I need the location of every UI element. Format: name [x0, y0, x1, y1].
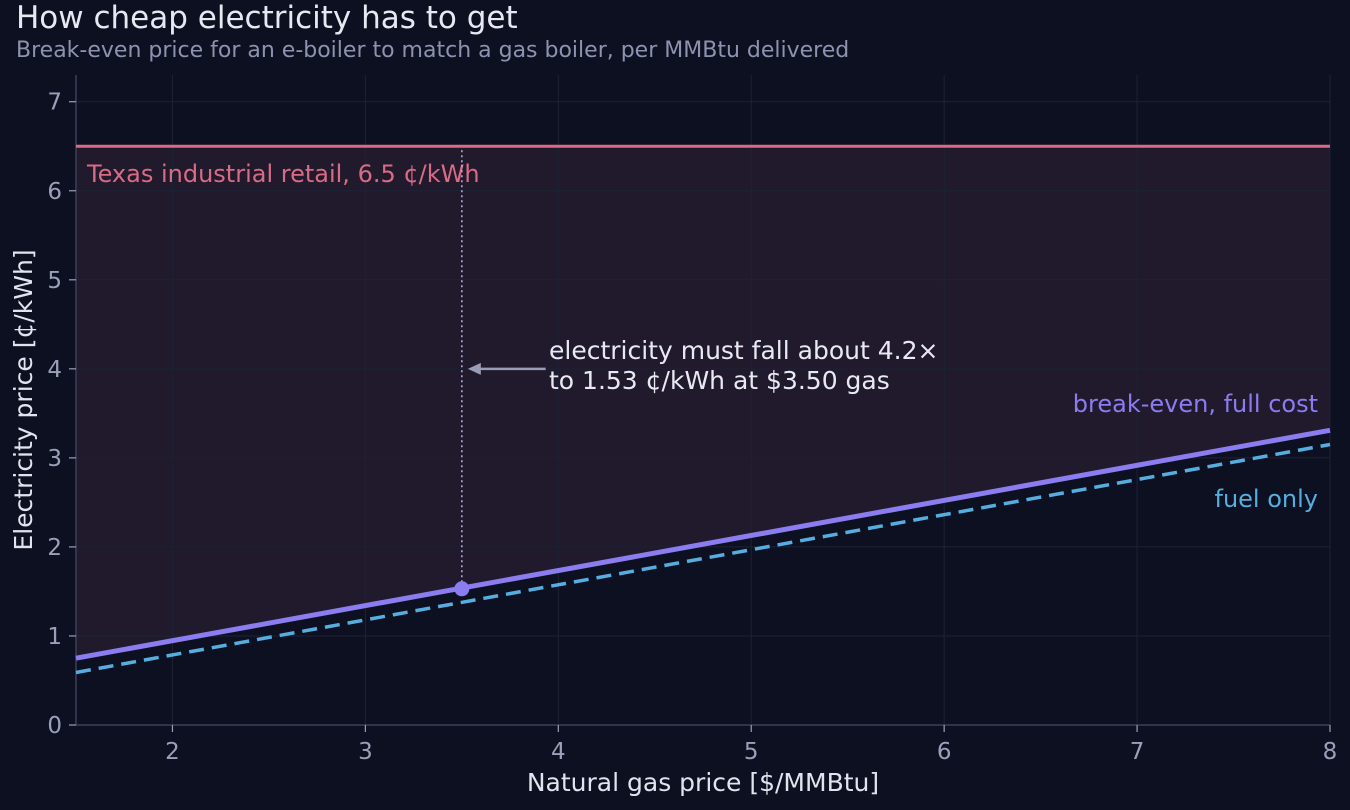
series-label-full-cost: break-even, full cost	[1073, 390, 1318, 418]
y-tick-label: 4	[47, 357, 62, 383]
series-line-fuel-only	[75, 442, 1331, 675]
x-tick-label: 7	[1130, 739, 1145, 765]
x-tick-label: 2	[165, 739, 180, 765]
y-tick-label: 7	[47, 90, 62, 116]
y-axis-label: Electricity price [¢/kWh]	[9, 249, 38, 550]
x-tick-label: 3	[358, 739, 373, 765]
y-tick-label: 2	[47, 535, 62, 561]
x-axis-label: Natural gas price [$/MMBtu]	[527, 768, 879, 797]
chart-title: How cheap electricity has to get	[16, 0, 518, 36]
annotation-text-line: to 1.53 ¢/kWh at $3.50 gas	[549, 366, 890, 395]
annotation-text-line: electricity must fall about 4.2×	[549, 336, 938, 365]
y-tick-label: 1	[47, 624, 62, 650]
x-tick-label: 8	[1323, 739, 1338, 765]
x-tick-label: 4	[551, 739, 566, 765]
plot-area: 0 1 2 3 4 5 6 7 2 3 4 5 6 7 8 Texas industrial retail, …	[47, 75, 1337, 765]
y-tick-label: 6	[47, 179, 62, 205]
x-tick-label: 6	[937, 739, 952, 765]
highlight-point	[454, 581, 470, 597]
reference-line-label: Texas industrial retail, 6.5 ¢/kWh	[86, 160, 480, 188]
y-tick-label: 5	[47, 268, 62, 294]
series-label-fuel-only: fuel only	[1215, 485, 1319, 513]
annotation-arrow-head	[467, 362, 481, 375]
x-tick-label: 5	[744, 739, 759, 765]
series-line-full-cost	[75, 427, 1331, 661]
y-tick-label: 3	[47, 446, 62, 472]
y-tick-label: 0	[47, 713, 62, 739]
shaded-gap-region	[76, 146, 1330, 659]
chart-subtitle: Break-even price for an e-boiler to matc…	[16, 38, 849, 63]
